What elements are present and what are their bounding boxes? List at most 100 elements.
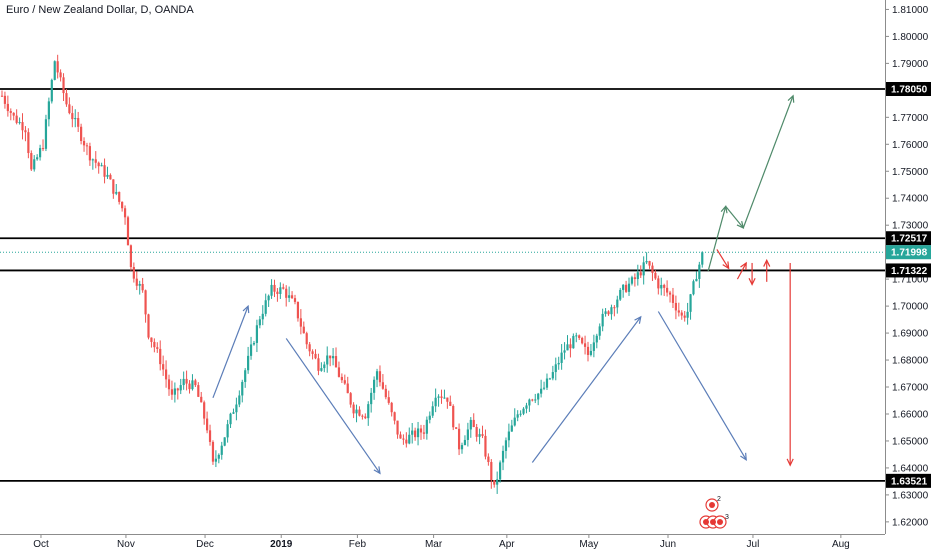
candle-body [241,381,244,396]
candle-body [197,385,200,397]
event-badge-count: 2 [717,496,721,503]
candle-body [261,313,264,320]
time-tick-label: Apr [499,539,515,550]
event-icon-dot [703,519,709,525]
candle-body [689,294,692,312]
candle-body [82,140,86,146]
candle-body [677,310,680,313]
candle-body [299,318,302,327]
candle-body [138,283,141,286]
candle-body [387,397,390,403]
projection-arrow[interactable] [285,338,381,474]
candle-body [537,393,540,400]
price-tick-label: 1.64000 [892,463,929,474]
candle-body [531,399,534,401]
candle-body [481,434,484,436]
candle-body [247,355,250,371]
projection-arrow[interactable] [716,249,730,269]
candle-body [323,364,326,369]
time-tick-label: Dec [196,539,214,550]
candle-body [466,429,469,440]
candle-body [0,95,4,97]
candle-body [203,402,206,419]
event-icon-dot [710,519,716,525]
candle-body [77,117,80,127]
candle-body [121,201,124,209]
candle-body [164,369,168,380]
candle-body [305,333,308,345]
candle-body [443,397,446,399]
candle-body [3,95,7,104]
arrow-head [373,466,381,475]
current-price-tag: 1.71998 [891,248,928,259]
candle-body [522,408,525,414]
projection-arrow[interactable] [707,206,727,272]
candle-body [103,165,106,177]
projection-arrow[interactable] [531,316,642,463]
candle-body [317,358,320,371]
candle-body [135,278,138,286]
price-tick-label: 1.70000 [892,302,929,313]
candle-body [326,355,329,365]
candle-body [91,159,94,161]
candle-body [334,356,338,368]
candle-body [194,380,197,386]
price-tick-label: 1.62000 [892,517,929,528]
projection-arrow[interactable] [742,95,794,229]
candle-body [156,347,159,349]
horizontal-levels[interactable] [0,88,885,482]
arrow-head [786,458,794,467]
candle-body [65,93,68,105]
price-tick-label: 1.65000 [892,436,929,447]
candle-body [525,405,528,409]
projection-arrow[interactable] [212,305,249,399]
time-tick-label: 2019 [270,539,293,550]
candle-body [680,312,683,316]
candle-body [449,401,452,406]
projection-arrows[interactable] [212,94,795,475]
candle-body [249,344,253,356]
candle-body [370,392,373,405]
candle-body [270,284,273,296]
projection-arrow[interactable] [736,262,747,280]
candle-body [455,427,458,429]
candle-body [226,424,229,438]
candle-body [373,379,376,393]
candle-body [179,385,182,391]
candle-body [501,450,505,463]
candle-body [170,389,174,395]
candle-body [85,145,89,147]
candle-body [434,397,437,407]
event-markers[interactable]: 2 3 [699,496,729,529]
candle-body [109,174,112,180]
candle-body [607,311,610,315]
candle-body [666,287,669,293]
candle-body [217,454,220,459]
candle-body [695,278,698,282]
time-tick-label: Mar [425,539,443,550]
candle-body [566,344,569,351]
candle-body [343,380,346,384]
projection-arrow[interactable] [657,311,747,461]
candle-body [542,387,546,389]
candle-body [123,208,127,218]
candle-body [528,399,531,406]
candle-body [200,396,203,403]
candle-body [654,272,657,279]
time-tick-label: Jun [660,539,676,550]
projection-arrow[interactable] [725,205,744,229]
candle-body [411,430,414,435]
candle-body [6,103,9,112]
candle-body [452,405,455,428]
candle-body [44,119,48,149]
arrow-head [740,261,747,270]
price-tick-label: 1.63000 [892,490,929,501]
candle-body [651,265,654,273]
candle-body [610,307,613,315]
candle-body [100,165,103,167]
candle-body [446,397,449,402]
candle-body [683,315,686,318]
time-axis: Oct Nov Dec 2019 Feb Mar Apr May Jun Jul Aug [0,534,885,550]
candle-body [405,439,408,444]
